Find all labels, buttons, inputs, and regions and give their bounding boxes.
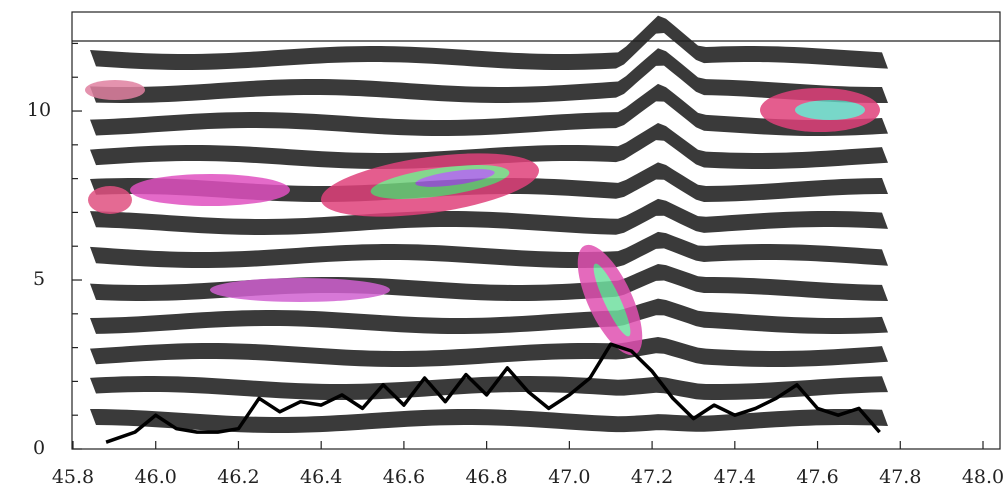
- y-tick-label: 5: [33, 268, 45, 290]
- x-tick-label: 47.0: [548, 466, 590, 488]
- stripe: [90, 263, 888, 301]
- x-tick-label: 46.2: [217, 466, 259, 488]
- stripe: [90, 409, 888, 433]
- y-tick-label: 10: [27, 99, 51, 121]
- echo-bands: [90, 15, 888, 433]
- stripe: [90, 83, 888, 136]
- x-tick-label: 46.6: [383, 466, 425, 488]
- x-tick-label: 47.6: [796, 466, 838, 488]
- x-tick-label: 47.4: [714, 466, 756, 488]
- x-tick-label: 47.8: [879, 466, 921, 488]
- stripe: [90, 376, 888, 400]
- x-tick-label: 46.8: [465, 466, 507, 488]
- terrain-line: [105, 342, 881, 444]
- stripe: [90, 15, 888, 70]
- stripe: [90, 48, 888, 103]
- y-tick-label: 0: [33, 437, 45, 459]
- x-tick-label: 46.4: [300, 466, 342, 488]
- x-tick-label: 46.0: [135, 466, 177, 488]
- stripe: [90, 336, 888, 367]
- x-tick-label: 48.0: [962, 466, 1004, 488]
- stripe: [90, 122, 888, 169]
- stripe: [90, 298, 888, 334]
- echo-blobs: [85, 80, 880, 356]
- stripe: [90, 231, 888, 268]
- stripe: [90, 198, 888, 235]
- x-tick-label: 45.8: [52, 466, 94, 488]
- plot-frame: [71, 11, 1001, 450]
- x-tick-label: 47.2: [631, 466, 673, 488]
